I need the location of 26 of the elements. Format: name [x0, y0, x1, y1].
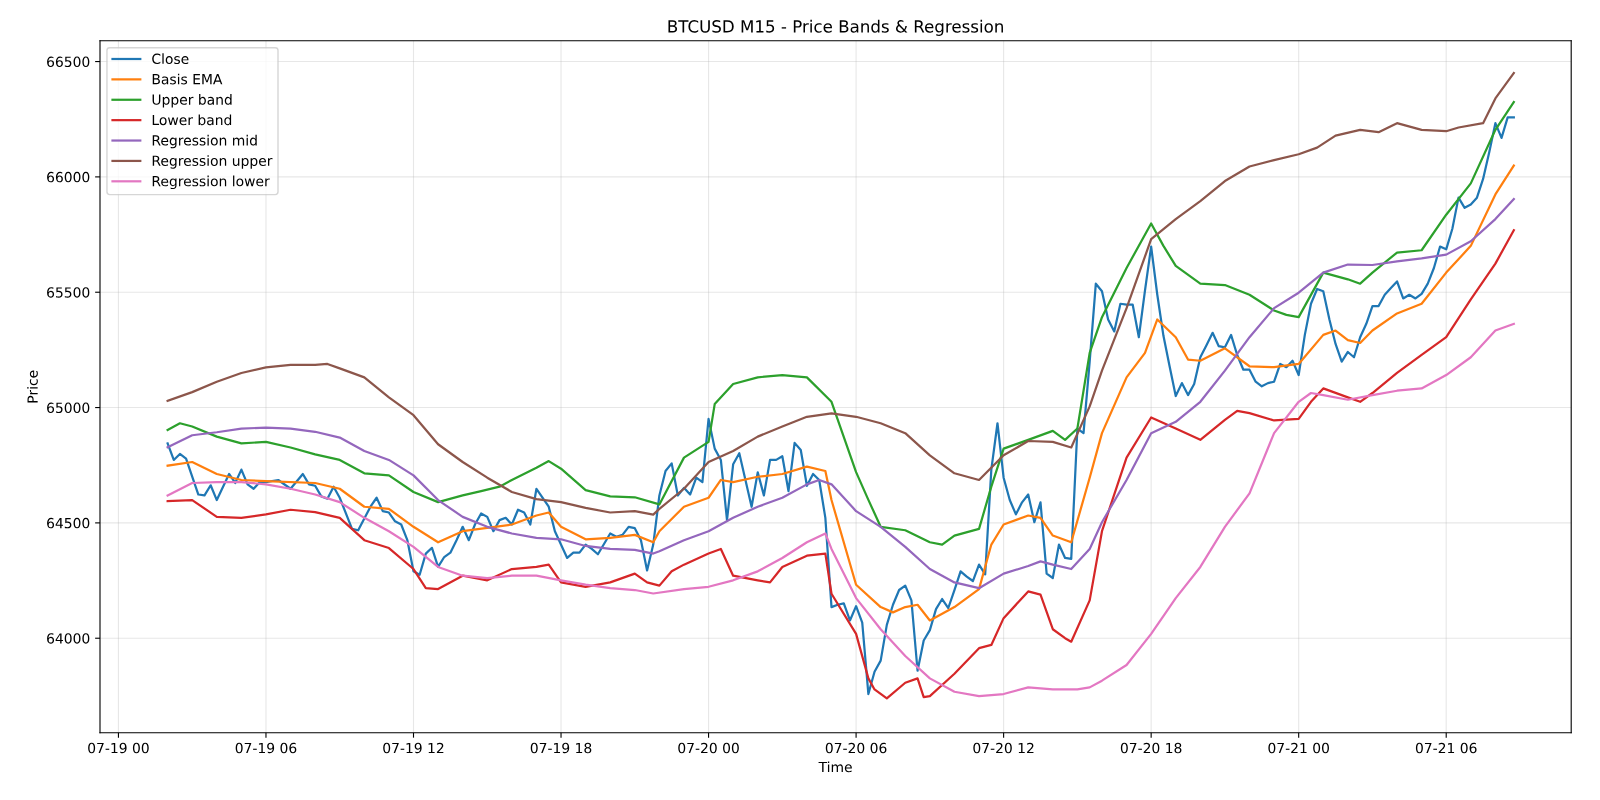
- x-tick-label: 07-19 06: [235, 742, 297, 754]
- x-tick-label: 07-20 18: [1120, 742, 1182, 754]
- legend-label: Close: [152, 53, 189, 65]
- legend-label: Regression lower: [152, 175, 270, 190]
- x-tick-label: 07-21 00: [1268, 742, 1329, 754]
- legend-label: Upper band: [152, 94, 232, 108]
- x-tick-label: 07-20 00: [678, 742, 739, 754]
- x-axis-title: Time: [818, 761, 852, 773]
- x-tick-label: 07-19 18: [530, 742, 592, 754]
- x-tick-label: 07-20 12: [973, 742, 1034, 754]
- y-tick-label: 66500: [47, 56, 90, 68]
- y-axis-title: Price: [27, 370, 38, 403]
- legend-label: Basis EMA: [152, 73, 223, 85]
- x-tick-label: 07-19 12: [383, 742, 444, 754]
- y-tick-label: 66000: [47, 171, 90, 183]
- x-tick-label: 07-21 06: [1415, 742, 1477, 754]
- y-tick-label: 65000: [47, 402, 90, 414]
- legend-label: Regression mid: [152, 134, 257, 149]
- x-tick-label: 07-19 00: [88, 742, 149, 754]
- legend-label: Regression upper: [152, 155, 273, 169]
- y-tick-label: 64500: [47, 517, 90, 529]
- legend-label: Lower band: [152, 114, 232, 126]
- y-tick-label: 64000: [47, 633, 90, 644]
- y-tick-label: 65500: [47, 287, 90, 298]
- x-tick-label: 07-20 06: [825, 742, 887, 754]
- chart-title: BTCUSD M15 - Price Bands & Regression: [668, 19, 1003, 36]
